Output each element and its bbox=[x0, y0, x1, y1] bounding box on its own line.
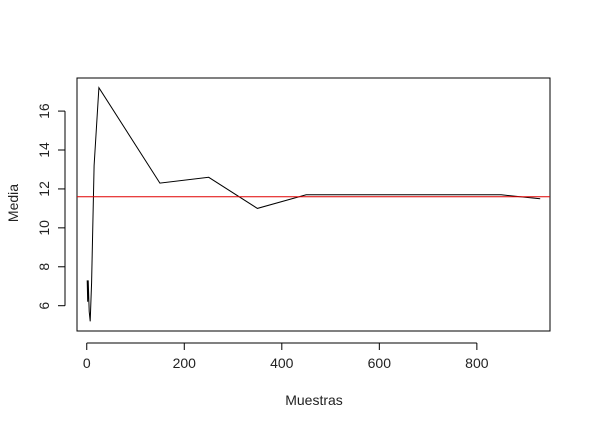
y-axis: 6 8 10 12 14 16 bbox=[36, 103, 66, 310]
y-tick-label: 12 bbox=[36, 181, 52, 197]
y-tick-label: 16 bbox=[36, 103, 52, 119]
plot-area bbox=[77, 86, 550, 322]
x-axis-label: Muestras bbox=[285, 392, 343, 408]
y-tick-label: 6 bbox=[36, 302, 52, 310]
x-tick-label: 800 bbox=[465, 355, 489, 371]
x-tick-label: 400 bbox=[270, 355, 294, 371]
x-axis: 0 200 400 600 800 bbox=[83, 342, 489, 371]
plot-frame bbox=[76, 77, 551, 332]
y-axis-label: Media bbox=[5, 184, 21, 222]
x-tick-label: 0 bbox=[83, 355, 91, 371]
x-tick-label: 200 bbox=[173, 355, 197, 371]
x-tick-label: 600 bbox=[368, 355, 392, 371]
y-tick-label: 14 bbox=[36, 142, 52, 158]
series-line bbox=[86, 86, 541, 322]
y-tick-label: 8 bbox=[36, 263, 52, 271]
y-tick-label: 10 bbox=[36, 220, 52, 236]
